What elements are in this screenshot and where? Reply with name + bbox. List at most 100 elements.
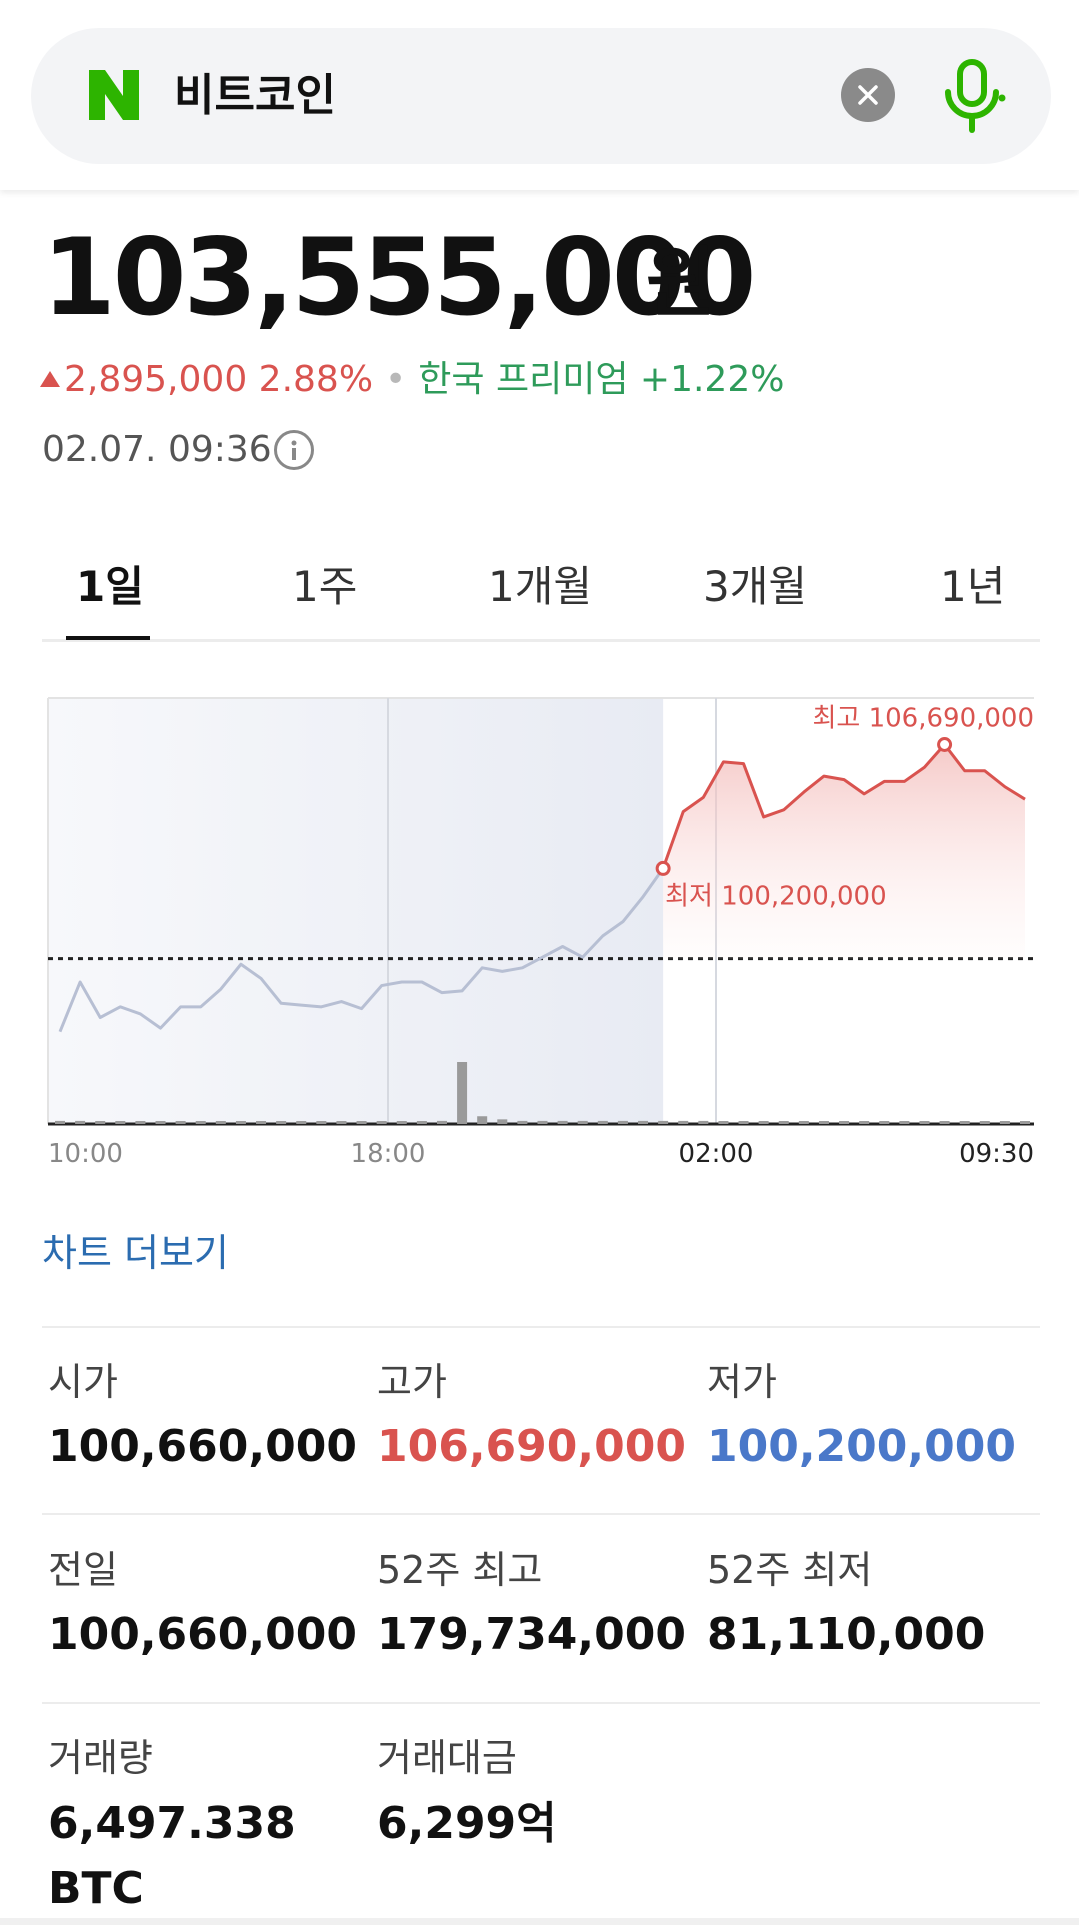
korea-premium-label[interactable]: 한국 프리미엄 <box>418 359 629 400</box>
stats-top-divider <box>42 1326 1040 1328</box>
price-chart-svg[interactable]: 최고 106,690,000 최저 100,200,000 10:00 18:00 02… <box>0 680 1079 1180</box>
volume-bar <box>436 1120 447 1124</box>
volume-bar <box>356 1121 367 1124</box>
separator-dot: • <box>385 359 407 400</box>
up-triangle-icon <box>40 371 60 387</box>
volume-bar <box>979 1121 990 1124</box>
tab-1-week[interactable]: 1주 <box>292 562 358 611</box>
stat-value-prev-close: 100,660,000 <box>48 1609 357 1660</box>
volume-bar <box>115 1121 126 1124</box>
today-price-line <box>661 743 1026 869</box>
stat-label-prev-close: 전일 <box>48 1548 118 1592</box>
stats-divider-2 <box>42 1702 1040 1704</box>
stats-divider-1 <box>42 1513 1040 1515</box>
change-percent: 2.88% <box>258 359 374 400</box>
volume-bar <box>557 1120 568 1124</box>
volume-bar <box>235 1121 246 1124</box>
volume-bar <box>999 1121 1010 1124</box>
volume-bar <box>477 1116 488 1124</box>
volume-bar <box>597 1120 608 1124</box>
price-chart[interactable]: 최고 106,690,000 최저 100,200,000 10:00 18:00 02… <box>0 680 1079 1180</box>
stat-label-volume: 거래량 <box>48 1736 153 1780</box>
tab-1-year[interactable]: 1년 <box>940 562 1006 611</box>
microphone-icon[interactable] <box>936 58 1008 134</box>
volume-bar <box>879 1121 890 1124</box>
low-marker <box>655 860 671 876</box>
volume-bar <box>175 1121 186 1124</box>
volume-bar <box>195 1121 206 1124</box>
stat-label-open: 시가 <box>48 1360 118 1404</box>
volume-bar <box>698 1120 709 1124</box>
x-tick-label: 18:00 <box>351 1139 426 1169</box>
volume-bar <box>75 1120 86 1124</box>
clear-search-button[interactable] <box>841 68 895 122</box>
volume-bar <box>517 1120 528 1124</box>
stat-value-52w-high: 179,734,000 <box>377 1609 686 1660</box>
price-unit: 원 <box>646 238 716 327</box>
change-amount: 2,895,000 <box>64 359 248 400</box>
info-glyph <box>291 440 297 460</box>
volume-bar <box>336 1121 347 1124</box>
volume-bar <box>818 1121 829 1124</box>
volume-bar <box>256 1121 267 1124</box>
stat-label-low: 저가 <box>707 1360 777 1404</box>
stat-value-open: 100,660,000 <box>48 1421 357 1472</box>
search-bar[interactable]: 비트코인 <box>31 28 1051 164</box>
high-marker <box>937 737 953 753</box>
volume-bar <box>215 1121 226 1124</box>
tab-1-day[interactable]: 1일 <box>76 562 144 611</box>
volume-bar <box>899 1121 910 1124</box>
x-tick-label: 10:00 <box>48 1139 123 1169</box>
info-icon[interactable] <box>274 430 314 470</box>
korea-premium-value[interactable]: +1.22% <box>639 359 785 400</box>
volume-bar <box>55 1120 65 1124</box>
tab-1-month[interactable]: 1개월 <box>488 562 593 611</box>
x-tick-label: 02:00 <box>679 1139 754 1169</box>
stat-value-trade-value: 6,299억 <box>377 1798 557 1849</box>
active-tab-indicator <box>66 636 150 640</box>
volume-bar <box>678 1120 689 1124</box>
volume-bar <box>939 1121 950 1124</box>
stat-value-volume: 6,497.338 <box>48 1798 296 1849</box>
volume-bar <box>135 1121 146 1124</box>
volume-bar <box>919 1121 930 1124</box>
search-query[interactable]: 비트코인 <box>174 70 336 121</box>
volume-bar <box>95 1121 106 1124</box>
volume-bar <box>738 1121 749 1124</box>
today-price-area <box>663 744 1025 959</box>
volume-bar <box>296 1121 307 1124</box>
high-label: 최고 106,690,000 <box>812 704 1034 734</box>
volume-bar <box>658 1120 669 1124</box>
volume-bar <box>416 1121 427 1124</box>
price-change-row: 2,895,000 2.88% • 한국 프리미엄 +1.22% <box>40 355 784 405</box>
bottom-divider <box>0 1918 1079 1925</box>
volume-bar <box>839 1121 850 1124</box>
volume-bar <box>155 1121 166 1124</box>
volume-bar <box>316 1121 327 1124</box>
volume-bar <box>959 1121 970 1124</box>
low-label: 최저 100,200,000 <box>665 881 887 911</box>
volume-bar <box>718 1121 729 1124</box>
volume-bar <box>638 1120 649 1124</box>
volume-bar <box>1020 1121 1030 1124</box>
volume-bar <box>457 1062 468 1124</box>
x-tick-label: 09:30 <box>959 1139 1034 1169</box>
tab-3-months[interactable]: 3개월 <box>703 562 808 611</box>
volume-bar <box>497 1119 508 1124</box>
volume-bar <box>376 1121 387 1124</box>
current-price: 103,555,000 <box>42 216 756 339</box>
volume-bar <box>577 1120 588 1124</box>
volume-bar <box>537 1120 548 1124</box>
volume-bar <box>617 1120 628 1124</box>
volume-bar <box>276 1121 287 1124</box>
search-header: 비트코인 <box>0 0 1079 190</box>
stat-label-high: 고가 <box>377 1360 447 1404</box>
volume-bar <box>396 1121 407 1124</box>
stat-value-low: 100,200,000 <box>707 1421 1016 1472</box>
more-chart-link[interactable]: 차트 더보기 <box>42 1231 229 1275</box>
quote-timestamp: 02.07. 09:36 <box>42 429 272 470</box>
naver-logo-icon[interactable] <box>83 66 145 124</box>
stat-label-52w-low: 52주 최저 <box>707 1548 873 1592</box>
stat-label-trade-value: 거래대금 <box>377 1736 517 1780</box>
period-tabs: 1일 1주 1개월 3개월 1년 <box>42 540 1040 642</box>
